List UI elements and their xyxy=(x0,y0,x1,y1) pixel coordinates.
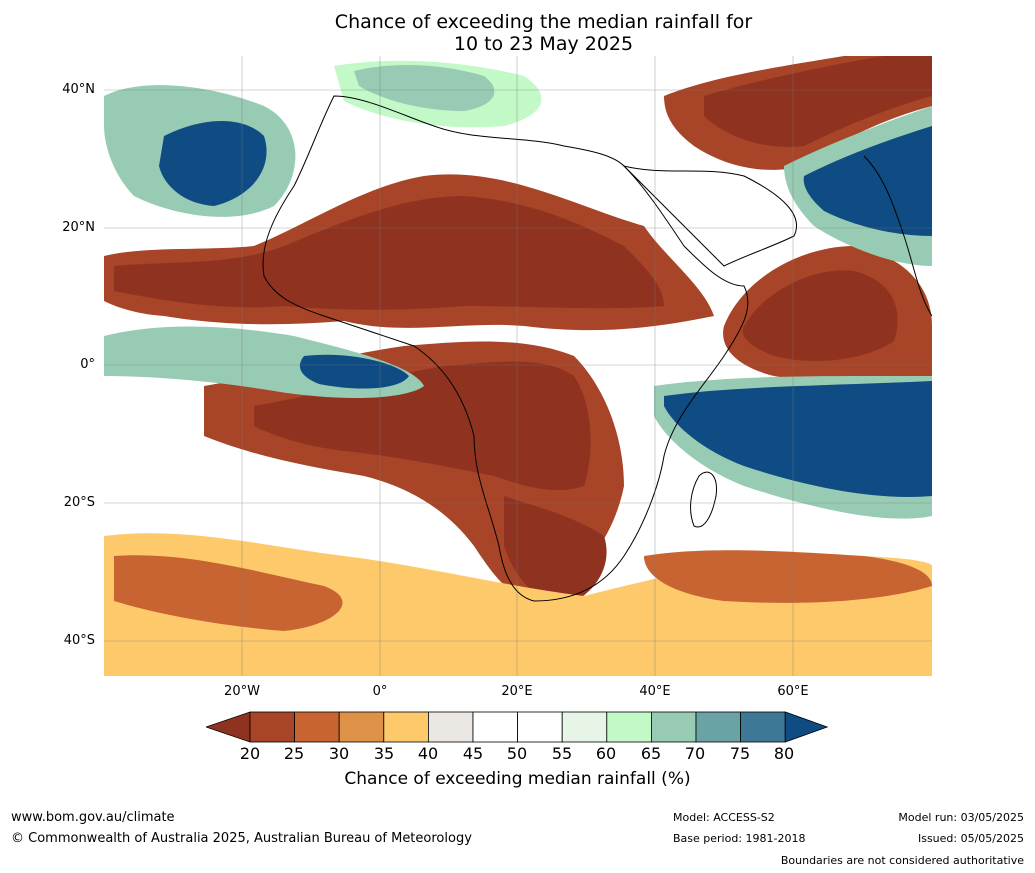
extremely-wet-region-north-atlantic xyxy=(159,121,267,206)
colorbar-segment xyxy=(517,711,563,743)
colorbar-tick: 45 xyxy=(462,744,484,763)
very-dry-region-west-africa xyxy=(114,196,664,310)
colorbar-tick: 20 xyxy=(239,744,261,763)
colorbar-segment xyxy=(338,711,385,743)
map-title-line-2: 10 to 23 May 2025 xyxy=(453,33,634,55)
colorbar-tick: 50 xyxy=(506,744,528,763)
model-name: Model: ACCESS-S2 xyxy=(673,811,775,824)
extremely-wet-region-gulf-of-guinea xyxy=(299,354,409,389)
copyright-notice: © Commonwealth of Australia 2025, Austra… xyxy=(11,831,472,846)
lon-label-20e: 20°E xyxy=(501,684,533,699)
madagascar-coastline xyxy=(690,471,718,528)
colorbar-segment xyxy=(606,711,652,743)
colorbar-tick: 25 xyxy=(283,744,305,763)
colorbar-tick: 40 xyxy=(417,744,439,763)
colorbar-segment xyxy=(472,711,518,743)
colorbar-segment xyxy=(427,711,474,743)
colorbar-tick: 75 xyxy=(729,744,751,763)
colorbar-segment xyxy=(650,711,697,743)
colorbar-segment xyxy=(294,711,340,743)
africa-coastline xyxy=(262,95,749,602)
issued-date: Issued: 05/05/2025 xyxy=(917,832,1024,845)
colorbar-segment xyxy=(249,711,295,743)
moderately-dry-south-indian xyxy=(644,550,932,603)
colorbar-tick: 80 xyxy=(773,744,795,763)
colorbar-tick: 35 xyxy=(373,744,395,763)
rainfall-probability-map xyxy=(104,56,932,676)
colorbar-tick: 55 xyxy=(551,744,573,763)
lat-label-20s: 20°S xyxy=(63,495,95,510)
map-title-line-1: Chance of exceeding the median rainfall … xyxy=(334,11,753,33)
colorbar-tick: 30 xyxy=(328,744,350,763)
lat-label-40s: 40°S xyxy=(63,633,95,648)
extremely-wet-region-south-indian-ocean xyxy=(664,381,932,497)
moderately-dry-south-atlantic xyxy=(114,555,343,631)
colorbar-tick: 60 xyxy=(595,744,617,763)
very-dry-region-arabian-sea xyxy=(742,270,898,361)
very-dry-region-iran xyxy=(704,56,932,147)
very-dry-region-southern-africa xyxy=(504,496,607,606)
base-period: Base period: 1981-2018 xyxy=(673,832,806,845)
extremely-wet-region-south-asia xyxy=(803,126,932,236)
lon-label-40e: 40°E xyxy=(639,684,671,699)
lat-label-equator: 0° xyxy=(80,357,95,372)
lat-label-40n: 40°N xyxy=(62,82,95,97)
colorbar-title: Chance of exceeding median rainfall (%) xyxy=(344,769,691,789)
lon-label-0: 0° xyxy=(372,684,388,699)
india-coastline xyxy=(863,155,932,317)
colorbar-segment xyxy=(740,711,786,743)
colorbar-segment xyxy=(561,711,608,743)
colorbar-arrow-low xyxy=(206,711,251,743)
lon-label-60e: 60°E xyxy=(777,684,809,699)
graticule xyxy=(104,56,932,676)
colorbar-segment xyxy=(383,711,429,743)
map-canvas xyxy=(104,56,932,676)
lat-label-20n: 20°N xyxy=(62,220,95,235)
colorbar-segment xyxy=(695,711,741,743)
arabia-coastline xyxy=(622,165,797,267)
website-link[interactable]: www.bom.gov.au/climate xyxy=(11,810,175,825)
boundaries-disclaimer: Boundaries are not considered authoritat… xyxy=(780,854,1024,867)
lon-label-20w: 20°W xyxy=(224,684,260,699)
model-run-date: Model run: 03/05/2025 xyxy=(898,811,1024,824)
colorbar-legend xyxy=(206,711,829,743)
colorbar-tick: 65 xyxy=(640,744,662,763)
wet-region-mediterranean xyxy=(354,64,495,111)
colorbar-tick: 70 xyxy=(684,744,706,763)
colorbar-arrow-high xyxy=(784,711,829,743)
